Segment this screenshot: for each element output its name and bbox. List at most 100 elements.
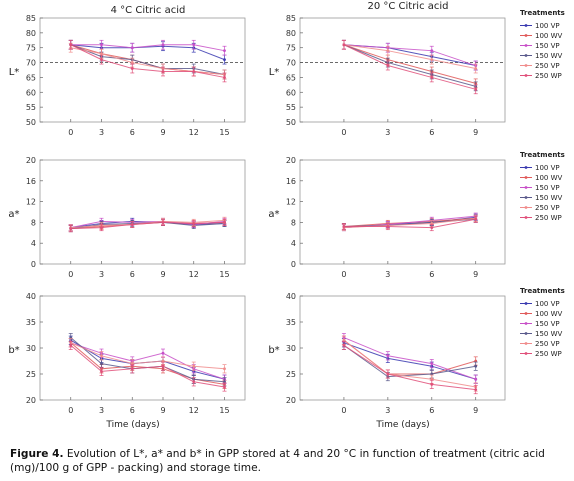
series-line <box>70 342 225 370</box>
x-tick-label: 9 <box>160 270 165 279</box>
data-point <box>474 364 478 368</box>
y-tick-label: 20 <box>26 156 36 165</box>
series-line <box>70 342 225 380</box>
legend-entry: 150 VP <box>535 42 560 50</box>
y-tick-label: 16 <box>26 177 36 186</box>
y-tick-label: 30 <box>26 344 36 353</box>
legend-marker <box>524 74 528 77</box>
legend-entry: 150 WV <box>535 194 563 202</box>
data-point <box>100 52 103 56</box>
data-point <box>192 364 196 368</box>
data-point <box>430 76 434 79</box>
data-point <box>100 58 103 61</box>
series-line <box>343 44 476 84</box>
series-line <box>70 44 225 52</box>
x-tick-label: 6 <box>429 128 434 137</box>
series-line <box>343 44 476 70</box>
y-axis-label: b* <box>268 345 279 356</box>
y-tick-label: 75 <box>286 44 296 53</box>
data-point <box>474 87 478 91</box>
data-point <box>130 61 134 64</box>
x-tick-label: 3 <box>385 406 390 415</box>
data-point <box>130 67 134 70</box>
data-point <box>430 226 434 230</box>
legend-entry: 100 WV <box>535 174 563 182</box>
series-line <box>70 345 225 388</box>
y-tick-label: 80 <box>286 29 296 38</box>
x-axis-title-4c: Time (days) <box>105 420 159 430</box>
x-tick-label: 6 <box>130 128 135 137</box>
data-point <box>192 222 196 225</box>
data-point <box>161 70 165 73</box>
plot-frame <box>39 159 246 265</box>
y-tick-label: 35 <box>286 318 296 327</box>
series-3 <box>341 340 478 382</box>
legend-marker <box>524 312 528 315</box>
legend-marker <box>524 44 528 47</box>
y-tick-label: 55 <box>26 103 36 112</box>
y-tick-label: 0 <box>291 260 296 269</box>
y-axis-label: a* <box>268 209 279 220</box>
data-point <box>161 364 165 368</box>
y-tick-label: 4 <box>291 239 296 248</box>
legend-entry: 250 WP <box>535 214 562 222</box>
series-5 <box>341 39 478 95</box>
series-5 <box>68 218 227 233</box>
legend-marker <box>524 302 528 305</box>
legend-entry: 100 WV <box>535 32 563 40</box>
data-point <box>192 380 196 384</box>
y-tick-label: 40 <box>26 292 36 301</box>
y-tick-label: 80 <box>26 29 36 38</box>
y-tick-label: 85 <box>26 14 36 23</box>
series-5 <box>341 215 478 232</box>
data-point <box>223 49 226 53</box>
x-tick-label: 6 <box>130 270 135 279</box>
y-axis-label: a* <box>8 209 19 220</box>
plot-frame <box>299 17 506 123</box>
series-line <box>343 218 476 229</box>
series-2 <box>341 212 478 232</box>
data-point <box>100 370 103 373</box>
x-tick-label: 0 <box>68 406 73 415</box>
series-3 <box>68 218 227 233</box>
data-point <box>192 70 196 73</box>
legend-marker <box>524 352 528 355</box>
legend-marker <box>524 64 528 67</box>
data-point <box>223 367 226 371</box>
y-tick-label: 4 <box>31 239 36 248</box>
x-tick-label: 3 <box>99 406 104 415</box>
legend-entry: 100 VP <box>535 164 560 172</box>
x-tick-label: 12 <box>189 128 199 137</box>
column-title-20c: 20 °C Citric acid <box>367 1 448 12</box>
data-point <box>342 344 346 347</box>
legend-marker <box>524 196 528 199</box>
y-tick-label: 8 <box>291 218 296 227</box>
x-tick-label: 0 <box>68 128 73 137</box>
x-tick-label: 9 <box>473 270 478 279</box>
data-point <box>161 351 165 355</box>
x-tick-label: 3 <box>385 128 390 137</box>
x-tick-label: 9 <box>473 406 478 415</box>
data-point <box>223 58 226 61</box>
panel-5: b* 20 25 30 35 40 0 3 6 9 Treatments 100 VP 100 WV 15… <box>268 287 565 415</box>
series-line <box>70 219 225 229</box>
y-tick-label: 65 <box>26 73 36 82</box>
series-5 <box>341 340 478 395</box>
legend: Treatments 100 VP 100 WV 150 VP 150 WV 250 VP… <box>520 151 565 222</box>
y-tick-label: 20 <box>26 396 36 405</box>
y-tick-label: 20 <box>286 156 296 165</box>
legend-entry: 250 WP <box>535 72 562 80</box>
series-line <box>343 344 476 378</box>
legend-marker <box>524 186 528 189</box>
legend-marker <box>524 342 528 345</box>
y-tick-label: 12 <box>26 198 36 207</box>
legend-marker <box>524 176 528 179</box>
column-title-4c: 4 °C Citric acid <box>111 5 186 16</box>
data-point <box>161 43 165 47</box>
x-tick-label: 9 <box>160 406 165 415</box>
plot-frame <box>39 17 246 123</box>
data-point <box>130 46 134 50</box>
series-line <box>343 344 476 391</box>
data-point <box>474 217 478 221</box>
y-tick-label: 50 <box>286 118 296 127</box>
